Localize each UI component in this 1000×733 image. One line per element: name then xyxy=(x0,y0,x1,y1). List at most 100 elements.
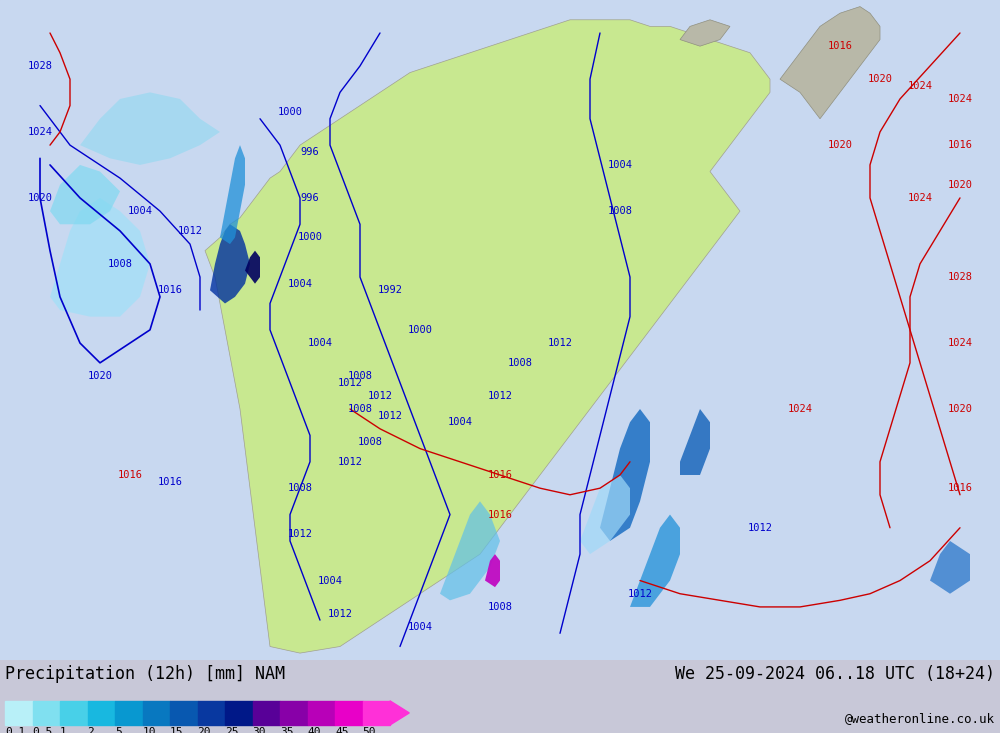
Bar xyxy=(143,701,170,725)
Text: 1016: 1016 xyxy=(488,509,512,520)
Text: We 25-09-2024 06..18 UTC (18+24): We 25-09-2024 06..18 UTC (18+24) xyxy=(675,665,995,682)
Polygon shape xyxy=(485,554,500,587)
Text: 20: 20 xyxy=(198,727,211,733)
Text: @weatheronline.co.uk: @weatheronline.co.uk xyxy=(845,712,995,725)
Bar xyxy=(198,701,225,725)
Text: 996: 996 xyxy=(301,193,319,203)
Text: 1020: 1020 xyxy=(28,193,52,203)
Polygon shape xyxy=(205,20,770,653)
Text: 1020: 1020 xyxy=(868,74,893,84)
Text: 1012: 1012 xyxy=(178,226,202,236)
Bar xyxy=(32,701,60,725)
Text: 1004: 1004 xyxy=(288,279,312,289)
Text: 1024: 1024 xyxy=(948,94,972,104)
Text: 1004: 1004 xyxy=(318,575,342,586)
Text: 1008: 1008 xyxy=(108,259,132,269)
Polygon shape xyxy=(245,251,260,284)
Bar xyxy=(115,701,143,725)
Text: 15: 15 xyxy=(170,727,184,733)
Polygon shape xyxy=(780,7,880,119)
Text: 40: 40 xyxy=(308,727,321,733)
Text: 1016: 1016 xyxy=(948,483,972,493)
Text: 1016: 1016 xyxy=(948,140,972,150)
Text: 1028: 1028 xyxy=(28,61,52,71)
Text: 1020: 1020 xyxy=(88,371,112,381)
Text: 1008: 1008 xyxy=(348,404,372,414)
Text: 1016: 1016 xyxy=(158,476,182,487)
Text: 1012: 1012 xyxy=(548,338,572,348)
Text: 1008: 1008 xyxy=(608,206,633,216)
Bar xyxy=(252,701,280,725)
Text: 1004: 1004 xyxy=(128,206,152,216)
Text: 996: 996 xyxy=(301,147,319,157)
Bar xyxy=(225,701,252,725)
Text: 1: 1 xyxy=(60,727,67,733)
Text: 1012: 1012 xyxy=(628,589,652,599)
Polygon shape xyxy=(220,145,245,244)
Text: 1016: 1016 xyxy=(488,470,512,480)
Text: 1012: 1012 xyxy=(488,391,512,401)
Text: 1000: 1000 xyxy=(408,325,432,335)
Polygon shape xyxy=(630,515,680,607)
Text: Precipitation (12h) [mm] NAM: Precipitation (12h) [mm] NAM xyxy=(5,665,285,682)
Text: 10: 10 xyxy=(143,727,156,733)
Text: 1012: 1012 xyxy=(328,608,352,619)
Text: 1020: 1020 xyxy=(948,180,972,190)
Text: 1016: 1016 xyxy=(828,41,852,51)
Text: 1012: 1012 xyxy=(748,523,772,533)
Bar xyxy=(335,701,362,725)
Text: 1008: 1008 xyxy=(288,483,312,493)
Polygon shape xyxy=(50,165,120,224)
Polygon shape xyxy=(390,701,409,725)
Text: 1020: 1020 xyxy=(828,140,852,150)
Bar xyxy=(362,701,390,725)
Text: 0.1: 0.1 xyxy=(5,727,25,733)
Text: 1000: 1000 xyxy=(278,107,302,117)
Bar xyxy=(280,701,308,725)
Text: 1024: 1024 xyxy=(908,81,932,91)
Text: 1024: 1024 xyxy=(908,193,932,203)
Text: 1000: 1000 xyxy=(298,232,322,243)
Text: 35: 35 xyxy=(280,727,294,733)
Polygon shape xyxy=(680,20,730,46)
Text: 30: 30 xyxy=(252,727,266,733)
Bar xyxy=(308,701,335,725)
Polygon shape xyxy=(80,92,220,165)
Polygon shape xyxy=(580,475,630,554)
Text: 1008: 1008 xyxy=(488,602,512,612)
Text: 1024: 1024 xyxy=(28,127,52,137)
Bar xyxy=(60,701,88,725)
Polygon shape xyxy=(930,541,970,594)
Text: 1004: 1004 xyxy=(448,417,473,427)
Text: 45: 45 xyxy=(335,727,349,733)
Text: 1012: 1012 xyxy=(288,529,312,539)
Text: 1004: 1004 xyxy=(308,338,332,348)
Text: 1012: 1012 xyxy=(368,391,392,401)
Text: 1008: 1008 xyxy=(358,437,382,447)
Polygon shape xyxy=(440,501,500,600)
Text: 0.5: 0.5 xyxy=(32,727,53,733)
Text: 1992: 1992 xyxy=(378,285,402,295)
Polygon shape xyxy=(50,198,150,317)
Text: 1008: 1008 xyxy=(508,358,532,368)
Text: 1024: 1024 xyxy=(788,404,812,414)
Text: 5: 5 xyxy=(115,727,122,733)
Text: 1024: 1024 xyxy=(948,338,972,348)
Text: 2: 2 xyxy=(88,727,94,733)
Text: 1008: 1008 xyxy=(348,371,372,381)
Text: 1004: 1004 xyxy=(408,622,432,632)
Polygon shape xyxy=(600,409,650,541)
Text: 1012: 1012 xyxy=(378,410,402,421)
Text: 1012: 1012 xyxy=(338,457,362,467)
Text: 1028: 1028 xyxy=(948,272,972,282)
Text: 1004: 1004 xyxy=(608,160,633,170)
Text: 1020: 1020 xyxy=(948,404,972,414)
Text: 1012: 1012 xyxy=(338,377,362,388)
Bar xyxy=(88,701,115,725)
Text: 25: 25 xyxy=(225,727,239,733)
Text: 1016: 1016 xyxy=(118,470,143,480)
Text: 50: 50 xyxy=(362,727,376,733)
Bar xyxy=(5,701,32,725)
Text: 1016: 1016 xyxy=(158,285,182,295)
Polygon shape xyxy=(680,409,710,475)
